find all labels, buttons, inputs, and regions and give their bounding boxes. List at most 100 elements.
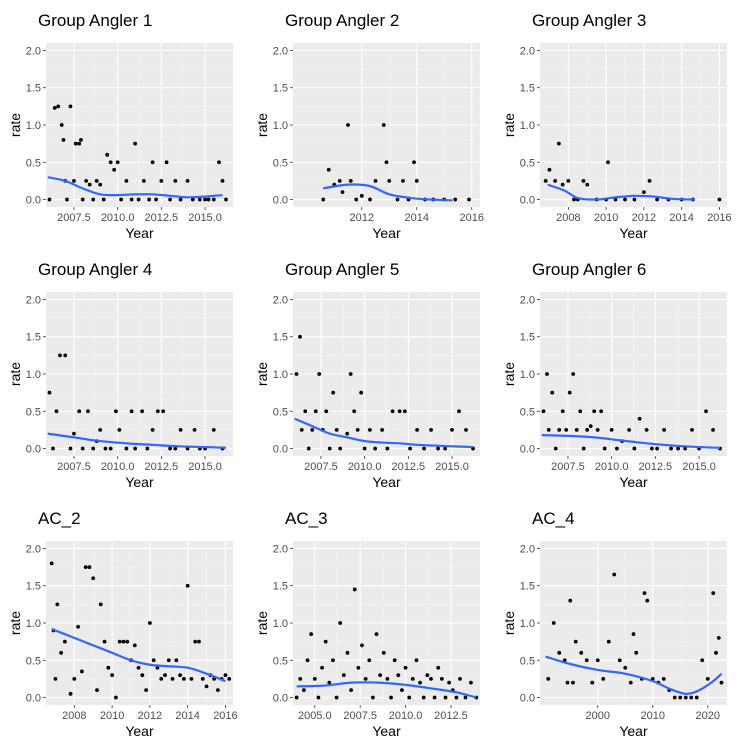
data-point — [94, 179, 99, 183]
y-tick-label: 1.5 — [26, 581, 41, 593]
data-point — [410, 677, 415, 681]
data-point — [337, 179, 342, 183]
y-tick-label: 0.0 — [26, 444, 41, 456]
data-point — [443, 695, 448, 700]
data-point — [367, 658, 372, 663]
y-tick-label: 1.0 — [273, 120, 288, 132]
smooth-trend-line — [294, 417, 474, 449]
data-point — [595, 658, 600, 663]
y-tick-label: 2.0 — [26, 543, 41, 555]
data-point — [203, 197, 207, 202]
data-point — [204, 684, 209, 689]
smooth-trend-line — [323, 183, 453, 202]
data-point — [79, 669, 84, 674]
x-tick-label: 2015.0 — [188, 212, 222, 224]
x-tick-label: 2008 — [62, 710, 86, 722]
data-point — [72, 179, 76, 183]
data-point — [560, 409, 565, 414]
x-tick-label: 2015.0 — [682, 461, 716, 473]
data-point — [59, 650, 64, 655]
data-point — [672, 695, 677, 700]
data-point — [669, 446, 673, 451]
y-tick-label: 1.0 — [273, 369, 288, 381]
data-point — [155, 409, 160, 414]
x-axis-label: Year — [619, 225, 648, 241]
panel-title: Group Angler 5 — [285, 260, 399, 279]
data-point — [617, 658, 622, 663]
data-point — [606, 160, 610, 165]
y-tick-label: 0.0 — [520, 444, 535, 456]
data-point — [125, 639, 130, 644]
smooth-trend-line — [47, 432, 227, 449]
data-point — [717, 197, 722, 202]
data-point — [402, 409, 407, 414]
data-point — [367, 428, 372, 432]
data-point — [647, 179, 652, 183]
data-point — [649, 446, 654, 451]
data-point — [106, 665, 111, 670]
data-point — [572, 197, 576, 202]
data-point — [178, 197, 183, 202]
data-point — [644, 428, 649, 432]
data-point — [144, 688, 149, 692]
panel-title: Group Angler 4 — [38, 260, 152, 279]
data-point — [628, 680, 633, 685]
data-point — [553, 179, 558, 183]
data-point — [185, 179, 190, 183]
data-point — [220, 179, 225, 183]
panel-title: Group Angler 6 — [532, 260, 646, 279]
data-point — [637, 416, 642, 421]
data-point — [396, 673, 401, 678]
x-tick-label: 2012.5 — [145, 212, 179, 224]
data-point — [546, 677, 551, 681]
data-point — [368, 197, 372, 202]
y-axis-label: rate — [254, 362, 270, 386]
data-point — [159, 677, 164, 681]
data-point — [140, 673, 145, 678]
data-point — [415, 428, 419, 432]
data-point — [316, 695, 321, 700]
facet-panel-2: Group Angler 2 0.0 0.5 1.0 1.5 2.0 2012 2014 201… — [254, 11, 484, 241]
data-point — [690, 428, 694, 432]
data-point — [689, 695, 694, 700]
data-point — [51, 446, 55, 451]
data-point — [632, 197, 637, 202]
data-point — [124, 446, 129, 451]
y-axis-label: rate — [7, 362, 23, 386]
smooth-trend-line — [47, 176, 223, 199]
data-point — [578, 409, 583, 414]
data-point — [348, 372, 353, 376]
data-point — [627, 428, 632, 432]
data-point — [642, 591, 647, 596]
y-tick-label: 1.5 — [520, 83, 535, 95]
data-point — [543, 179, 548, 183]
data-point — [98, 182, 103, 187]
data-point — [53, 677, 58, 681]
data-point — [606, 639, 611, 644]
data-point — [579, 650, 584, 655]
data-point — [192, 428, 197, 432]
data-point — [645, 598, 650, 603]
data-point — [564, 428, 569, 432]
data-point — [443, 446, 447, 451]
y-tick-label: 0.0 — [26, 195, 41, 207]
x-tick-label: 2010.0 — [389, 710, 423, 722]
data-point — [309, 632, 314, 637]
facet-panel-7: AC_2 0.0 0.5 1.0 1.5 2.0 2008 2010 2012 2014 2016 Y… — [7, 509, 238, 739]
data-point — [581, 179, 586, 183]
y-tick-label: 1.5 — [273, 581, 288, 593]
data-point — [557, 650, 562, 655]
data-point — [390, 409, 395, 414]
data-point — [98, 428, 103, 432]
data-point — [574, 428, 579, 432]
x-tick-label: 2005.0 — [298, 710, 332, 722]
data-point — [168, 197, 172, 202]
y-tick-label: 2.0 — [520, 294, 535, 306]
data-point — [705, 677, 710, 681]
data-point — [84, 179, 89, 183]
data-point — [623, 197, 627, 202]
x-tick-label: 2007.5 — [551, 461, 585, 473]
data-point — [102, 639, 107, 644]
x-axis-label: Year — [619, 723, 648, 738]
